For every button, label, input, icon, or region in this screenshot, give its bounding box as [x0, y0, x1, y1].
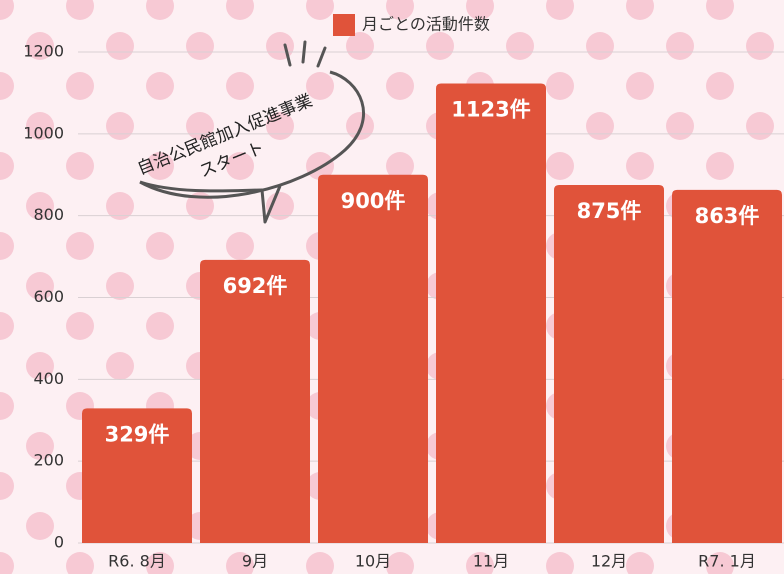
x-tick-label: R7. 1月: [698, 552, 756, 571]
bar: [318, 175, 428, 543]
y-tick-label: 1000: [23, 123, 64, 142]
x-tick-label: 12月: [591, 552, 627, 571]
x-tick-label: 10月: [355, 552, 391, 571]
y-tick-label: 200: [33, 451, 64, 470]
y-tick-label: 0: [54, 533, 64, 552]
bar: [436, 84, 546, 543]
value-label: 900件: [341, 189, 406, 213]
chart: 0 200 400 600 800 1000 1200 329件 R6. 8月 692件 9月 90…: [0, 0, 784, 574]
y-tick-label: 600: [33, 287, 64, 306]
value-label: 875件: [577, 199, 642, 223]
value-label: 692件: [223, 274, 288, 298]
legend-swatch: [333, 14, 355, 36]
y-tick-label: 800: [33, 205, 64, 224]
bar: [672, 190, 782, 543]
value-label: 329件: [105, 422, 170, 446]
legend-label: 月ごとの活動件数: [362, 15, 490, 34]
x-tick-label: R6. 8月: [108, 552, 166, 571]
bar: [554, 185, 664, 543]
y-tick-label: 1200: [23, 42, 64, 61]
x-tick-label: 9月: [242, 552, 268, 571]
x-tick-label: 11月: [473, 552, 509, 571]
value-label: 863件: [695, 204, 760, 228]
y-tick-label: 400: [33, 369, 64, 388]
value-label: 1123件: [451, 98, 530, 122]
bar: [200, 260, 310, 543]
